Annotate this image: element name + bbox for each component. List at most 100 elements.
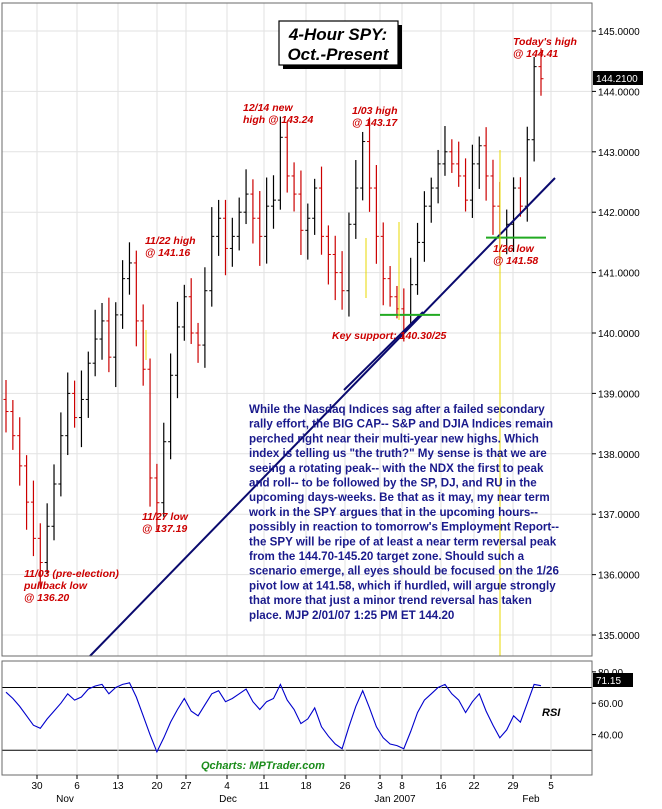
rsi-line: [5, 682, 542, 754]
rsi-gridlines: [2, 661, 592, 775]
price-bar: [250, 179, 256, 244]
commentary-line: pivot low at 141.58, which if hurdled, w…: [249, 579, 556, 592]
price-bar: [517, 177, 523, 217]
title-line-1: 4-Hour SPY:: [288, 25, 387, 44]
x-tick-label: 27: [180, 781, 192, 792]
commentary-line: the SPY will be ripe of at least a near …: [249, 535, 557, 548]
x-tick-label: 18: [300, 781, 312, 792]
trendline-segment: [343, 311, 424, 391]
x-tick-label: 30: [31, 781, 43, 792]
commentary-line: scenario emerge, all eyes should be focu…: [249, 565, 559, 578]
x-tick-label: 16: [435, 781, 447, 792]
price-bar: [168, 353, 174, 460]
price-bar: [30, 480, 36, 557]
price-bar: [147, 358, 153, 507]
rsi-label: RSI: [542, 707, 561, 719]
price-y-tick-label: 145.0000: [598, 27, 640, 38]
rsi-panel-frame: [1, 660, 593, 776]
price-trendline-group: [89, 150, 556, 657]
price-bar: [37, 523, 43, 589]
x-tick-label: 20: [151, 781, 163, 792]
x-axis: 30 6 13 20 27 4 11 18 26 3 8 16 22 29 5 Nov Dec Jan 2007 F…: [31, 775, 554, 805]
commentary-line: place. MJP 2/01/07 1:25 PM ET 144.20: [249, 609, 454, 622]
credit-label: Qcharts: MPTrader.com: [201, 760, 325, 772]
annotation-a8-line: Today's high: [513, 36, 577, 48]
price-bar: [312, 178, 318, 235]
price-y-tick-label: 141.0000: [598, 269, 640, 280]
price-bar: [174, 301, 180, 399]
price-bar: [332, 235, 338, 301]
price-bar: [415, 222, 421, 295]
title-box: [278, 20, 399, 66]
price-bar: [222, 199, 228, 276]
price-bar: [106, 297, 112, 373]
price-bar: [442, 126, 448, 176]
price-bar: [298, 170, 304, 255]
last-price-badge: 144.2100: [596, 74, 638, 85]
price-bar: [257, 191, 263, 266]
price-bar: [154, 463, 160, 531]
commentary-line: work in the SPY argues that in the upcom…: [248, 506, 538, 519]
annotations: 11/03 (pre-election)pullback low@ 136.20…: [23, 36, 577, 604]
price-bar: [243, 169, 249, 225]
annotation-a3-line: 11/27 low: [142, 511, 189, 523]
price-bar: [456, 141, 462, 187]
price-bar: [161, 422, 167, 517]
price-y-axis: 145.0000 144.0000 143.0000 142.0000 141.0000…: [592, 27, 640, 642]
x-tick-label: 8: [399, 781, 405, 792]
price-bar: [17, 417, 23, 486]
x-month-label: Nov: [56, 794, 74, 805]
price-y-tick-label: 139.0000: [598, 389, 640, 400]
annotation-a7-line: 1/26 low: [493, 243, 535, 255]
commentary-line: While the Nasdaq Indices sag after a fai…: [249, 403, 545, 416]
commentary-line: possibly in reaction to tomorrow's Emplo…: [249, 521, 559, 534]
chart-title: 4-Hour SPY: Oct.-Present: [278, 20, 402, 69]
x-tick-label: 22: [468, 781, 480, 792]
price-bar: [490, 159, 496, 235]
x-month-label: Dec: [219, 794, 237, 805]
x-tick-label: 5: [548, 781, 554, 792]
price-panel: 145.0000 144.0000 143.0000 142.0000 141.0000…: [1, 2, 643, 657]
price-y-tick-label: 140.0000: [598, 329, 640, 340]
price-gridlines: [2, 3, 592, 656]
price-bar: [92, 309, 98, 377]
price-panel-frame: [1, 2, 593, 657]
price-bar: [229, 217, 235, 267]
price-bar: [51, 464, 57, 541]
annotation-a1-line: @ 136.20: [24, 592, 69, 604]
price-bar: [99, 302, 105, 360]
price-bar: [202, 267, 208, 368]
annotation-a1-line: 11/03 (pre-election): [24, 568, 119, 580]
x-tick-label: 4: [224, 781, 230, 792]
commentary-text: While the Nasdaq Indices sag after a fai…: [248, 403, 559, 622]
price-bar: [339, 251, 345, 310]
x-tick-label: 13: [112, 781, 124, 792]
price-bar: [305, 203, 311, 260]
price-bar: [291, 162, 297, 212]
price-y-tick-label: 136.0000: [598, 571, 640, 582]
annotation-a2-line: @ 141.16: [145, 247, 190, 259]
last-price-badge-group: 144.2100: [593, 71, 643, 85]
price-bar: [380, 222, 386, 306]
commentary-line: upcoming days-weeks. Be that as it may, …: [249, 491, 550, 504]
price-bar: [140, 304, 146, 386]
price-bar: [133, 250, 139, 347]
rsi-last-badge-box: [593, 673, 633, 687]
x-tick-label: 26: [339, 781, 351, 792]
annotation-a1-line: pullback low: [23, 580, 88, 592]
rsi-y-tick-label: 40.00: [598, 731, 623, 742]
rsi-last-badge: 71.15: [596, 676, 621, 687]
price-bar: [421, 191, 427, 262]
price-bar: [181, 284, 187, 341]
price-bar: [236, 197, 242, 251]
price-bar: [126, 242, 132, 295]
x-tick-label: 6: [74, 781, 80, 792]
annotation-a5-line: @ 143.17: [352, 117, 398, 129]
commentary-line: rally effort, the BIG CAP-- S&P and DJIA…: [249, 418, 553, 431]
price-bar: [188, 278, 194, 344]
price-bar: [483, 127, 489, 201]
price-bar: [195, 322, 201, 363]
price-bar: [353, 160, 359, 239]
price-y-tick-label: 137.0000: [598, 510, 640, 521]
